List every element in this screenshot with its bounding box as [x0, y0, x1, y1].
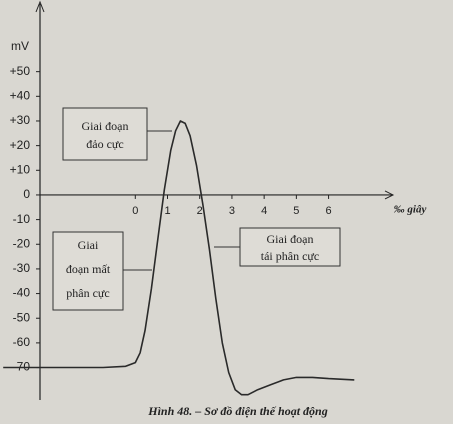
- action-potential-line: [3, 120, 355, 396]
- y-tick-label: -60: [13, 335, 31, 349]
- y-tick-label: +10: [10, 162, 31, 176]
- y-tick-label: +40: [10, 88, 31, 102]
- y-tick-label: 0: [23, 187, 30, 201]
- x-axis-arrow: [384, 190, 395, 200]
- y-tick-label: -20: [13, 236, 31, 250]
- annotation-text: phân cực: [66, 286, 109, 300]
- y-tick-label: +20: [10, 138, 31, 152]
- x-tick-label: 1: [164, 205, 170, 217]
- annotation-text: đảo cực: [86, 137, 123, 151]
- x-tick-label: 5: [293, 205, 299, 217]
- annotation-text: Giai đoạn: [267, 232, 314, 246]
- y-tick-label: +30: [10, 113, 31, 127]
- annotation-box: [62, 107, 148, 161]
- y-tick-label: -10: [13, 212, 31, 226]
- x-tick-label: 4: [261, 205, 267, 217]
- x-tick-label: 3: [229, 205, 235, 217]
- y-axis-arrow: [35, 0, 45, 13]
- caption: Hình 48. – Sơ đồ điện thế hoạt động: [147, 404, 327, 418]
- y-tick-label: -50: [13, 310, 31, 324]
- x-axis-label: ‰ giây: [394, 204, 427, 216]
- annotation-text: Giai đoạn: [82, 119, 129, 133]
- annotation-text: đoạn mất: [66, 262, 111, 276]
- y-tick-label: +50: [10, 64, 31, 78]
- annotation-box: [52, 231, 124, 311]
- y-axis-label: mV: [11, 39, 29, 53]
- annotations: Giai đoạn đảo cực Giai đoạn mất phân cực…: [52, 107, 341, 311]
- annotation-box: [239, 227, 341, 267]
- x-tick-label: 2: [197, 205, 203, 217]
- annotation-text: Giai: [78, 238, 99, 252]
- y-tick-label: -30: [13, 261, 31, 275]
- x-tick-label: 6: [326, 205, 332, 217]
- y-tick-label: -40: [13, 286, 31, 300]
- x-tick-label: 0: [132, 205, 138, 217]
- annotation-text: tái phân cực: [261, 249, 319, 263]
